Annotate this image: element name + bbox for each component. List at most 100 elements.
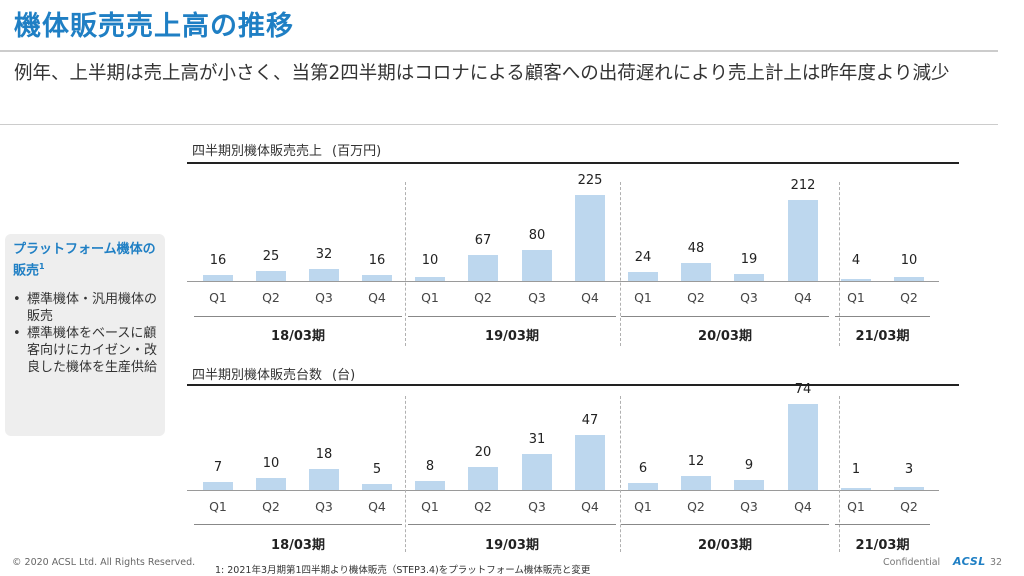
chart-bar bbox=[788, 404, 818, 490]
data-label: 48 bbox=[687, 241, 705, 256]
data-label: 10 bbox=[262, 456, 280, 471]
chart-bar bbox=[415, 277, 445, 281]
chart-bar bbox=[522, 454, 552, 490]
data-label: 32 bbox=[315, 247, 333, 262]
chart-bar bbox=[415, 481, 445, 490]
chart-bar bbox=[203, 275, 233, 281]
quarter-label: Q1 bbox=[209, 290, 227, 305]
data-label: 3 bbox=[904, 462, 914, 477]
sidebar-bullet: 標準機体・汎用機体の販売 bbox=[13, 291, 157, 325]
quarter-label: Q3 bbox=[740, 499, 758, 514]
data-label: 9 bbox=[744, 458, 754, 473]
quarter-label: Q2 bbox=[687, 290, 705, 305]
data-label: 74 bbox=[794, 382, 812, 397]
sales-chart-unit: (百万円) bbox=[332, 144, 382, 159]
chart-bar bbox=[894, 487, 924, 490]
chart-bar bbox=[841, 279, 871, 281]
data-label: 31 bbox=[528, 432, 546, 447]
period-label: 19/03期 bbox=[485, 329, 539, 344]
data-label: 5 bbox=[372, 462, 382, 477]
chart-bar bbox=[362, 484, 392, 490]
quarter-label: Q2 bbox=[474, 290, 492, 305]
quarter-label: Q2 bbox=[900, 290, 918, 305]
data-label: 10 bbox=[900, 253, 918, 268]
sidebar-heading-text: プラットフォーム機体の販売 bbox=[13, 242, 156, 279]
chart-bar bbox=[628, 272, 658, 281]
data-label: 4 bbox=[851, 253, 861, 268]
title-divider bbox=[0, 50, 998, 52]
quarter-label: Q3 bbox=[315, 499, 333, 514]
footer-confidential: Confidential bbox=[883, 557, 941, 568]
units-chart-title: 四半期別機体販売台数 (台) bbox=[192, 364, 355, 383]
data-label: 16 bbox=[368, 253, 386, 268]
footer-footnote: 1: 2021年3月期第1四半期より機体販売（STEP3.4)をプラットフォーム… bbox=[215, 565, 591, 576]
data-label: 18 bbox=[315, 447, 333, 462]
period-label: 21/03期 bbox=[855, 329, 910, 344]
quarter-label: Q1 bbox=[421, 499, 439, 514]
units-chart-rule bbox=[187, 384, 959, 386]
period-bracket-line bbox=[194, 316, 402, 317]
chart-bar bbox=[681, 476, 711, 490]
quarter-label: Q2 bbox=[262, 499, 280, 514]
data-label: 7 bbox=[213, 460, 223, 475]
quarter-label: Q1 bbox=[847, 290, 865, 305]
chart-bar bbox=[309, 269, 339, 281]
chart-bar bbox=[522, 250, 552, 281]
sales-chart-title: 四半期別機体販売売上 (百万円) bbox=[192, 140, 381, 159]
data-label: 212 bbox=[790, 178, 816, 193]
sidebar-footnote-mark: 1 bbox=[39, 262, 45, 271]
chart-baseline bbox=[187, 281, 939, 282]
quarter-label: Q2 bbox=[474, 499, 492, 514]
quarter-label: Q2 bbox=[900, 499, 918, 514]
data-label: 10 bbox=[421, 253, 439, 268]
data-label: 25 bbox=[262, 249, 280, 264]
quarter-label: Q1 bbox=[634, 290, 652, 305]
period-divider bbox=[405, 396, 406, 552]
period-divider bbox=[620, 396, 621, 552]
data-label: 80 bbox=[528, 228, 546, 243]
page-title: 機体販売売上高の推移 bbox=[14, 11, 294, 42]
chart-baseline bbox=[187, 490, 939, 491]
quarter-label: Q4 bbox=[794, 290, 812, 305]
quarter-label: Q1 bbox=[634, 499, 652, 514]
units-chart-unit: (台) bbox=[332, 368, 356, 383]
period-bracket-line bbox=[835, 524, 930, 525]
quarter-label: Q4 bbox=[794, 499, 812, 514]
data-label: 12 bbox=[687, 454, 705, 469]
data-label: 8 bbox=[425, 459, 435, 474]
chart-bar bbox=[468, 467, 498, 490]
quarter-label: Q3 bbox=[528, 290, 546, 305]
period-label: 21/03期 bbox=[855, 538, 910, 553]
quarter-label: Q4 bbox=[368, 290, 386, 305]
chart-bar bbox=[203, 482, 233, 490]
period-divider bbox=[405, 182, 406, 346]
quarter-label: Q4 bbox=[581, 290, 599, 305]
chart-bar bbox=[788, 200, 818, 281]
period-bracket-line bbox=[408, 316, 616, 317]
footer-copyright: © 2020 ACSL Ltd. All Rights Reserved. bbox=[12, 557, 196, 568]
period-divider bbox=[839, 396, 840, 552]
data-label: 20 bbox=[474, 445, 492, 460]
period-bracket-line bbox=[835, 316, 930, 317]
sidebar-bullet: 標準機体をベースに顧客向けにカイゼン・改良した機体を生産供給 bbox=[13, 325, 157, 376]
page-number: 32 bbox=[990, 557, 1003, 568]
sidebar-callout: プラットフォーム機体の販売1 標準機体・汎用機体の販売 標準機体をベースに顧客向… bbox=[5, 234, 165, 436]
chart-bar bbox=[894, 277, 924, 281]
quarter-label: Q3 bbox=[740, 290, 758, 305]
sales-chart-rule bbox=[187, 162, 959, 164]
period-label: 20/03期 bbox=[698, 538, 752, 553]
chart-bar bbox=[256, 478, 286, 490]
chart-bar bbox=[468, 255, 498, 281]
acsl-logo: ACSL bbox=[953, 555, 986, 568]
quarter-label: Q2 bbox=[687, 499, 705, 514]
chart-bar bbox=[734, 274, 764, 281]
period-bracket-line bbox=[621, 524, 829, 525]
chart-bar bbox=[628, 483, 658, 490]
chart-bar bbox=[256, 271, 286, 281]
quarter-label: Q1 bbox=[209, 499, 227, 514]
subtitle-divider bbox=[0, 124, 998, 125]
units-chart-title-text: 四半期別機体販売台数 bbox=[192, 368, 323, 383]
quarter-label: Q4 bbox=[581, 499, 599, 514]
period-label: 19/03期 bbox=[485, 538, 539, 553]
data-label: 24 bbox=[634, 250, 652, 265]
